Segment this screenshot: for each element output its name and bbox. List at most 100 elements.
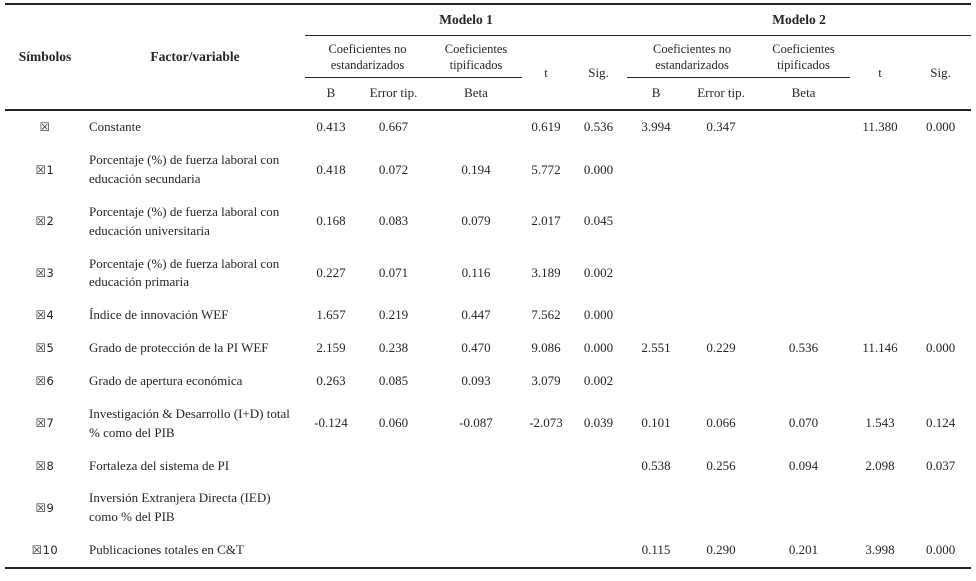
header-row-subcolumns: B Error tip. Beta B Error tip. Beta <box>5 77 971 112</box>
m2-col-header-sig: Sig. <box>910 35 972 112</box>
col-header-factor: Factor/variable <box>85 4 305 112</box>
m2-t-cell <box>850 365 910 398</box>
m2-sig-cell <box>910 365 971 398</box>
table-header: Símbolos Factor/variable Modelo 1 Modelo… <box>5 4 972 112</box>
m1-t-cell <box>522 482 570 534</box>
m2-error-cell: 0.256 <box>706 457 736 473</box>
factor-cell: Índice de innovación WEF <box>89 307 229 323</box>
table-row: ☒2 Porcentaje (%) de fuerza laboral con … <box>5 196 971 248</box>
m2-sig-cell: 0.124 <box>925 415 956 431</box>
m1-sig-cell: 0.039 <box>583 415 614 431</box>
m1-sig-cell <box>570 482 627 534</box>
m2-beta-cell <box>757 144 850 196</box>
table-row: ☒7 Investigación & Desarrollo (I+D) tota… <box>5 398 971 450</box>
factor-cell: Publicaciones totales en C&T <box>89 542 244 558</box>
m2-b-cell <box>627 144 685 196</box>
m2-sig-cell <box>910 482 971 534</box>
m1-beta-cell <box>430 450 522 483</box>
table-row: ☒3 Porcentaje (%) de fuerza laboral con … <box>5 248 971 300</box>
m1-error-cell <box>357 450 430 483</box>
m2-sig-cell <box>910 196 971 248</box>
m2-error-cell <box>685 299 757 332</box>
m1-error-cell <box>357 482 430 534</box>
m2-beta-cell <box>757 365 850 398</box>
table-row: ☒4 Índice de innovación WEF 1.657 0.219 … <box>5 299 971 332</box>
m1-b-cell: -0.124 <box>314 415 348 431</box>
m1-sig-cell: 0.002 <box>583 372 614 388</box>
regression-results-table: Símbolos Factor/variable Modelo 1 Modelo… <box>5 3 972 569</box>
model1-header: Modelo 1 <box>305 4 628 36</box>
m1-sig-cell: 0.000 <box>583 161 614 177</box>
m1-error-cell <box>357 534 430 568</box>
symbol-cell: ☒1 <box>5 144 85 196</box>
m2-col-header-error: Error tip. <box>685 77 758 112</box>
m1-error-cell: 0.085 <box>378 372 409 388</box>
factor-cell: Investigación & Desarrollo (I+D) total %… <box>89 405 290 440</box>
m2-error-cell <box>685 365 757 398</box>
symbol-cell: ☒3 <box>5 248 85 300</box>
m1-b-cell <box>305 450 357 483</box>
m1-col-header-t: t <box>522 35 570 112</box>
m2-group-header-standardized: Coeficientes tipificados <box>757 35 851 79</box>
m2-t-cell <box>850 248 910 300</box>
m1-t-cell <box>522 534 570 568</box>
m2-beta-cell: 0.094 <box>788 457 819 473</box>
factor-cell: Porcentaje (%) de fuerza laboral con edu… <box>89 203 280 238</box>
m2-b-cell: 0.538 <box>641 457 671 473</box>
m2-error-cell <box>685 248 757 300</box>
m2-col-header-beta: Beta <box>757 77 851 112</box>
symbol-cell: ☒5 <box>5 332 85 365</box>
m1-beta-cell <box>430 482 522 534</box>
factor-cell: Grado de protección de la PI WEF <box>89 340 269 356</box>
table-row: ☒8 Fortaleza del sistema de PI 0.538 0.2… <box>5 450 971 483</box>
beta-symbol: ☒ <box>39 120 51 135</box>
beta-symbol: ☒4 <box>35 308 55 323</box>
symbol-cell: ☒10 <box>5 534 85 568</box>
m1-b-cell: 0.168 <box>316 213 346 229</box>
m1-sig-cell <box>570 534 627 568</box>
table-row: ☒10 Publicaciones totales en C&T 0.115 0… <box>5 534 971 568</box>
beta-symbol: ☒6 <box>35 373 55 388</box>
m1-col-header-sig: Sig. <box>570 35 628 112</box>
m1-group-header-standardized: Coeficientes tipificados <box>430 35 522 79</box>
m2-t-cell <box>850 482 910 534</box>
m2-b-cell <box>627 365 685 398</box>
beta-symbol: ☒7 <box>35 416 55 431</box>
m1-beta-cell: 0.194 <box>461 161 491 177</box>
beta-symbol: ☒1 <box>35 162 55 177</box>
m2-beta-cell <box>757 248 850 300</box>
m1-error-cell: 0.083 <box>378 213 409 229</box>
m2-sig-cell <box>910 248 971 300</box>
beta-symbol: ☒9 <box>35 500 55 515</box>
m2-b-cell: 0.101 <box>641 415 671 431</box>
m2-sig-cell: 0.037 <box>925 457 956 473</box>
symbol-cell: ☒4 <box>5 299 85 332</box>
symbol-cell: ☒8 <box>5 450 85 483</box>
factor-cell: Inversión Extranjera Directa (IED) como … <box>89 490 271 525</box>
table-row: ☒6 Grado de apertura económica 0.263 0.0… <box>5 365 971 398</box>
symbol-cell: ☒6 <box>5 365 85 398</box>
m2-t-cell <box>850 144 910 196</box>
m1-beta-cell <box>430 534 522 568</box>
factor-cell: Grado de apertura económica <box>89 372 243 388</box>
m2-b-cell: 3.994 <box>641 119 671 135</box>
factor-cell: Fortaleza del sistema de PI <box>89 457 230 473</box>
m1-b-cell: 0.227 <box>316 265 346 281</box>
m2-t-cell: 11.146 <box>862 340 898 356</box>
m1-sig-cell: 0.536 <box>583 119 614 135</box>
m2-beta-cell <box>757 299 850 332</box>
m2-error-cell: 0.347 <box>706 119 736 135</box>
m2-beta-cell <box>757 110 850 144</box>
m2-b-cell <box>627 299 685 332</box>
m1-t-cell: 5.772 <box>531 161 561 177</box>
m1-sig-cell: 0.000 <box>583 340 614 356</box>
m2-error-cell <box>685 144 757 196</box>
table-row: ☒9 Inversión Extranjera Directa (IED) co… <box>5 482 971 534</box>
m2-beta-cell <box>757 482 850 534</box>
beta-symbol: ☒10 <box>31 543 59 558</box>
m1-beta-cell: 0.470 <box>461 340 491 356</box>
m2-sig-cell <box>910 299 971 332</box>
m2-col-header-t: t <box>850 35 911 112</box>
m2-error-cell: 0.229 <box>706 340 736 356</box>
m2-b-cell: 0.115 <box>641 542 671 558</box>
